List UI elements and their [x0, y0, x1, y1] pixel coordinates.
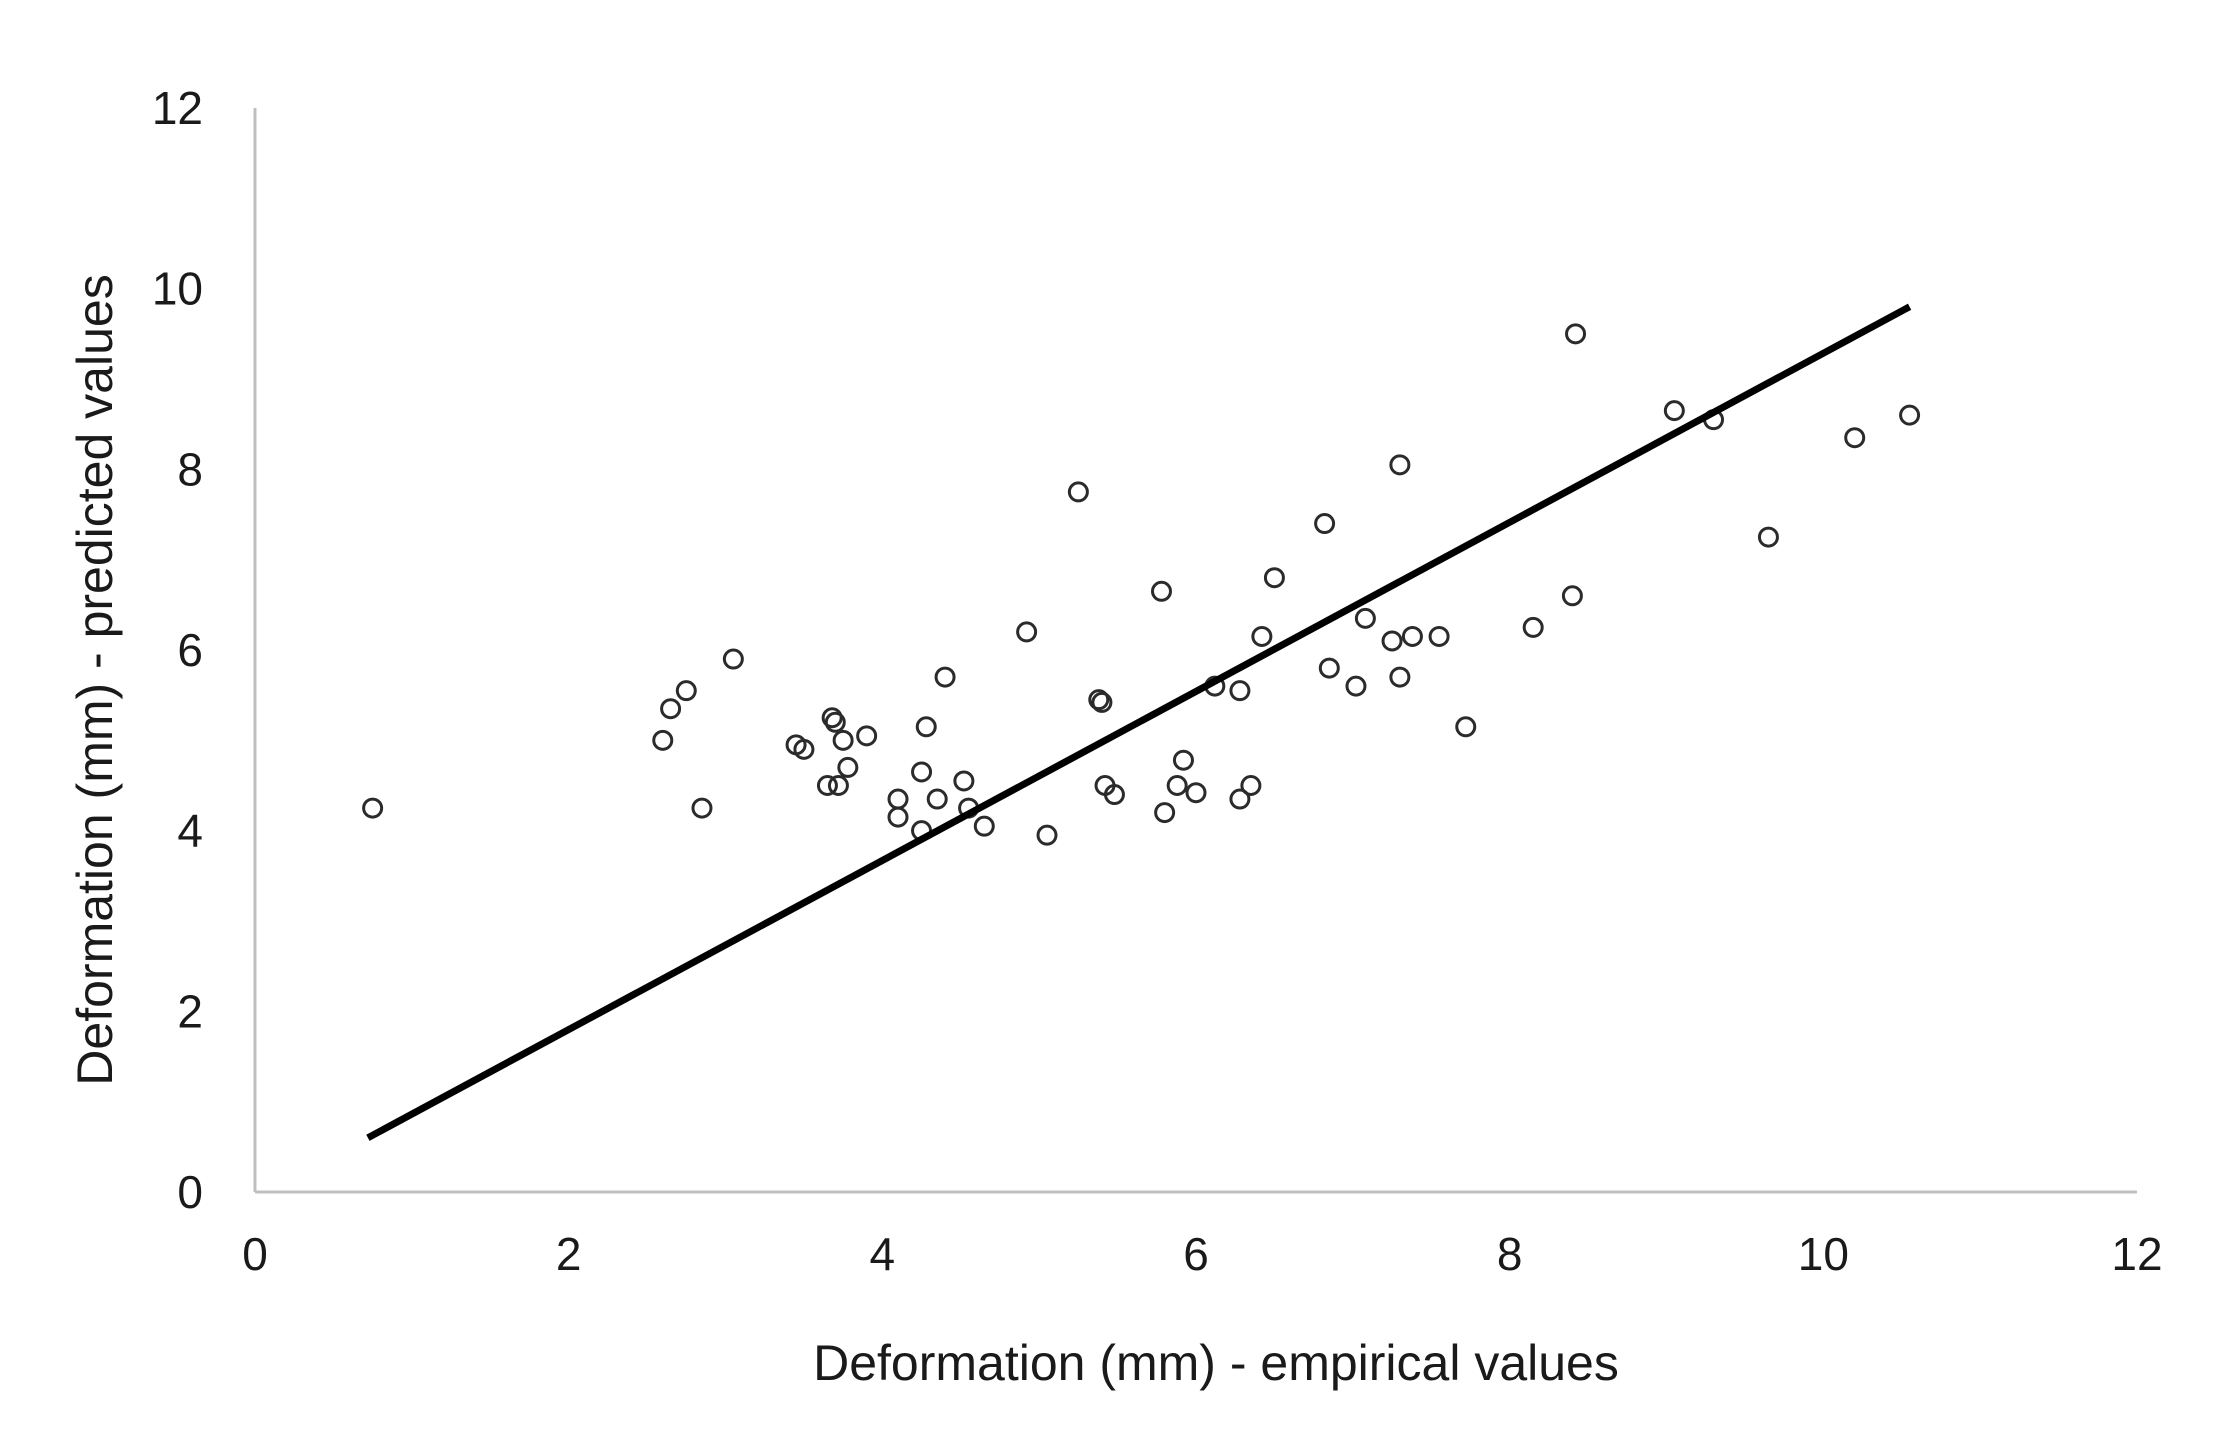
scatter-point [1240, 775, 1262, 796]
scatter-point [816, 775, 838, 796]
scatter-point [1522, 616, 1544, 638]
scatter-point [973, 815, 995, 837]
scatter-point [837, 756, 859, 778]
scatter-point [827, 775, 849, 796]
scatter-point [1389, 666, 1411, 688]
scatter-point [1166, 775, 1188, 796]
scatter-point [911, 761, 933, 783]
scatter-point [675, 680, 697, 702]
scatter-point [691, 797, 713, 819]
scatter-point [887, 788, 909, 810]
x-tick-label: 10 [1798, 1228, 1849, 1280]
scatter-point [1354, 607, 1376, 629]
y-tick-label: 0 [177, 1166, 203, 1218]
scatter-point [1318, 657, 1340, 679]
y-tick-label: 8 [177, 443, 203, 495]
x-tick-labels: 0 2 4 6 8 10 12 [242, 1228, 2162, 1280]
scatter-point [1428, 625, 1450, 647]
scatter-point [1150, 580, 1172, 602]
scatter-point [1229, 788, 1251, 810]
y-axis-title: Deformation (mm) - predicted values [67, 274, 123, 1085]
scatter-point [953, 770, 975, 792]
scatter-point [887, 806, 909, 828]
scatter-point [1844, 427, 1866, 449]
scatter-point [832, 729, 854, 751]
scatter-point [1088, 689, 1110, 711]
scatter-point [1663, 400, 1685, 422]
scatter-point [1229, 680, 1251, 702]
y-tick-label: 10 [152, 263, 203, 315]
scatter-point [821, 707, 843, 729]
scatter-point [1154, 802, 1176, 824]
scatter-point [660, 698, 682, 720]
scatter-point [793, 738, 815, 760]
scatter-point [1561, 585, 1583, 607]
scatter-point [1185, 782, 1207, 804]
scatter-point [915, 716, 937, 738]
scatter-point [1345, 675, 1367, 697]
scatter-point [1103, 784, 1125, 806]
scatter-point [1016, 621, 1038, 643]
scatter-point [1401, 625, 1423, 647]
y-tick-label: 12 [152, 82, 203, 134]
x-tick-label: 0 [242, 1228, 268, 1280]
scatter-point [1757, 526, 1779, 548]
scatter-point [1036, 824, 1058, 846]
axes-layer [253, 108, 2137, 1194]
scatter-point [1263, 567, 1285, 589]
scatter-point [1172, 749, 1194, 771]
scatter-point [926, 788, 948, 810]
scatter-point [1067, 481, 1089, 503]
y-tick-label: 6 [177, 624, 203, 676]
x-tick-label: 6 [1183, 1228, 1209, 1280]
scatter-point [1314, 513, 1336, 535]
scatter-point [652, 729, 674, 751]
y-tick-labels: 0 2 4 6 8 10 12 [152, 82, 203, 1218]
y-tick-label: 4 [177, 805, 203, 857]
x-axis-title: Deformation (mm) - empirical values [813, 1335, 1619, 1391]
scatter-point [824, 711, 846, 733]
x-tick-label: 4 [870, 1228, 896, 1280]
x-tick-label: 2 [556, 1228, 582, 1280]
scatter-point [1455, 716, 1477, 738]
scatter-point [1389, 454, 1411, 476]
scatter-point [1899, 404, 1921, 426]
data-points [362, 323, 1921, 846]
scatter-point [856, 725, 878, 747]
y-tick-label: 2 [177, 985, 203, 1037]
scatter-point [1251, 625, 1273, 647]
scatter-point [722, 648, 744, 670]
trendline-layer [366, 303, 1912, 1141]
scatter-point [1381, 630, 1403, 652]
scatter-point [362, 797, 384, 819]
x-tick-label: 12 [2111, 1228, 2162, 1280]
scatter-point [934, 666, 956, 688]
trendline [366, 303, 1912, 1141]
scatter-point [1565, 323, 1587, 345]
x-tick-label: 8 [1497, 1228, 1523, 1280]
scatter-point [1091, 691, 1113, 713]
